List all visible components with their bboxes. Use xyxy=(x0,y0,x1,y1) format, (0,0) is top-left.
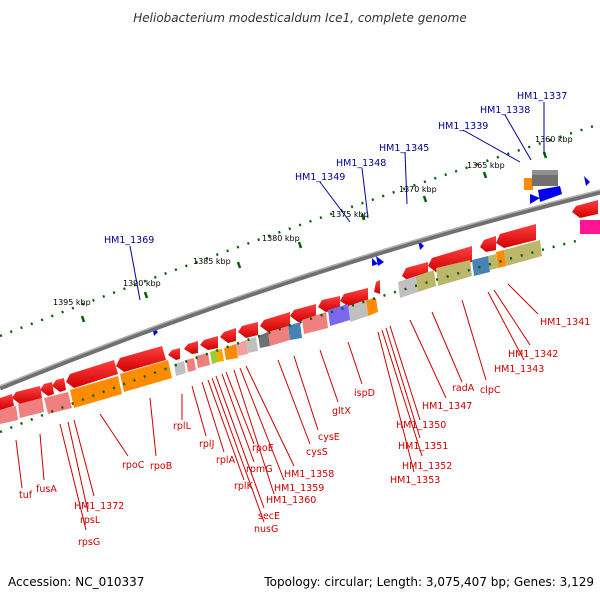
gene-label-rplj: rplJ xyxy=(199,439,214,450)
gene-label-hm1-1350: HM1_1350 xyxy=(396,420,446,431)
tick-label-1385: 1385 kbp xyxy=(193,257,231,266)
gene-label-hm1-1372: HM1_1372 xyxy=(74,501,124,512)
top-leaders xyxy=(129,102,545,301)
gene-label-rplk: rplK xyxy=(234,481,254,492)
gene-label-hm1-1360: HM1_1360 xyxy=(266,495,316,506)
major-ticks xyxy=(80,151,548,323)
tick-label-1390: 1390 kbp xyxy=(123,279,161,288)
gene-label-hm1-1351: HM1_1351 xyxy=(398,441,448,452)
gene-label-hm1-1341: HM1_1341 xyxy=(540,317,590,328)
gene-label-hm1-1359: HM1_1359 xyxy=(274,483,324,494)
forward-strand-genes xyxy=(152,170,590,336)
gene-label-hm1-1343: HM1_1343 xyxy=(494,364,544,375)
gene-label-rpob: rpoB xyxy=(150,461,172,472)
gene-label-clpc: clpC xyxy=(480,385,501,396)
gene-label-ispd: ispD xyxy=(354,388,375,399)
gene-label-rpll: rplL xyxy=(173,421,192,432)
tick-label-1380: 1380 kbp xyxy=(262,234,300,243)
bottom-leaders xyxy=(15,283,539,531)
inner-tick-ring xyxy=(0,238,581,434)
gene-label-tuf: tuf xyxy=(19,490,33,501)
gene-label-rpsg: rpsG xyxy=(78,537,100,548)
gene-label-rpoc: rpoC xyxy=(122,460,145,471)
gene-label-cyss: cysS xyxy=(306,447,328,458)
gene-label-rada: radA xyxy=(452,383,475,394)
gene-label-hm1-1358: HM1_1358 xyxy=(284,469,334,480)
gene-label-hm1-1339: HM1_1339 xyxy=(438,121,488,132)
tick-label-1395: 1395 kbp xyxy=(53,298,91,307)
gene-label-cyse: cysE xyxy=(318,432,340,443)
gene-label-hm1-1349: HM1_1349 xyxy=(295,172,345,183)
chromosome-backbone xyxy=(0,189,600,391)
outer-tick-ring xyxy=(0,122,600,338)
gene-label-hm1-1342: HM1_1342 xyxy=(508,349,558,360)
gene-label-hm1-1353: HM1_1353 xyxy=(390,475,440,486)
tick-label-1360: 1360 kbp xyxy=(535,135,573,144)
gene-label-nusg: nusG xyxy=(254,524,278,535)
gene-label-hm1-1352: HM1_1352 xyxy=(402,461,452,472)
tick-label-1370: 1370 kbp xyxy=(399,185,437,194)
gene-label-hm1-1347: HM1_1347 xyxy=(422,401,472,412)
tick-label-1375: 1375 kbp xyxy=(331,210,369,219)
gene-label-rpmg: rpmG xyxy=(246,464,273,475)
gene-label-hm1-1338: HM1_1338 xyxy=(480,105,530,116)
gene-label-hm1-1337: HM1_1337 xyxy=(517,91,567,102)
gene-label-hm1-1369: HM1_1369 xyxy=(104,235,154,246)
topology-summary: Topology: circular; Length: 3,075,407 bp… xyxy=(263,575,594,589)
gene-label-fusa: fusA xyxy=(36,484,57,495)
tick-label-1365: 1365 kbp xyxy=(467,161,505,170)
cog-band xyxy=(0,240,542,424)
gene-label-rpla: rplA xyxy=(216,455,236,466)
reverse-strand-genes xyxy=(0,200,600,410)
gene-label-hm1-1345: HM1_1345 xyxy=(379,143,429,154)
gene-label-sece: secE xyxy=(258,511,280,522)
map-title: Heliobacterium modesticaldum Ice1, compl… xyxy=(133,11,466,25)
gene-label-rpsl: rpsL xyxy=(80,515,101,526)
gene-label-hm1-1348: HM1_1348 xyxy=(336,158,386,169)
gene-label-gltx: gltX xyxy=(332,406,351,417)
accession-text: Accession: NC_010337 xyxy=(8,575,144,589)
gene-label-rpoe: rpoE xyxy=(252,443,274,454)
